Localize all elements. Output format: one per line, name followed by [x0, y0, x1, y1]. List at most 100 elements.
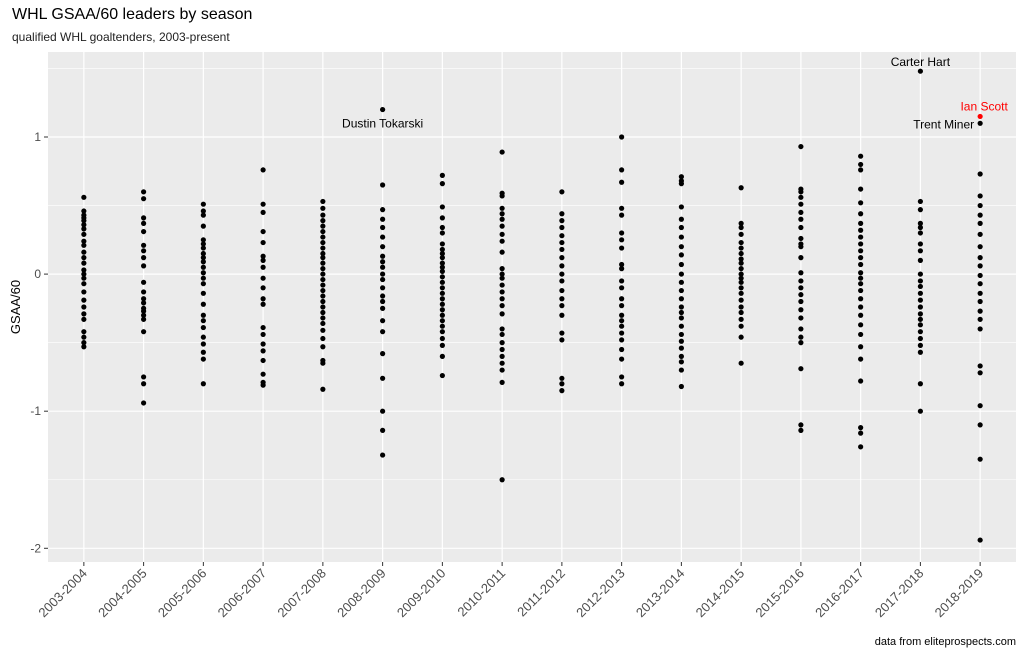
- data-point: [738, 220, 744, 226]
- data-point: [738, 271, 744, 277]
- data-point: [619, 318, 625, 324]
- data-point: [977, 272, 983, 279]
- data-point: [619, 179, 625, 185]
- data-point: [917, 278, 923, 284]
- data-point: [738, 239, 744, 246]
- data-point: [858, 344, 864, 350]
- data-points: [81, 68, 983, 543]
- data-point: [858, 255, 864, 261]
- data-point: [320, 218, 326, 224]
- data-point: [977, 363, 983, 369]
- data-point: [798, 340, 804, 346]
- y-tick-label: -1: [30, 404, 41, 418]
- data-point: [320, 327, 326, 333]
- data-point: [320, 282, 326, 288]
- data-point: [858, 248, 864, 254]
- data-point: [798, 209, 804, 216]
- data-point: [678, 353, 684, 359]
- x-tick-label: 2006-2007: [215, 566, 270, 621]
- data-point: [977, 422, 983, 428]
- data-point: [200, 212, 206, 218]
- data-point: [439, 250, 445, 257]
- data-point: [260, 371, 266, 377]
- data-point: [380, 244, 386, 250]
- data-point: [499, 311, 505, 317]
- data-point: [380, 351, 386, 357]
- data-point: [320, 309, 326, 316]
- data-point: [738, 323, 744, 329]
- data-point: [977, 298, 983, 305]
- data-point: [320, 255, 326, 261]
- data-point: [917, 322, 923, 328]
- data-point: [798, 255, 804, 261]
- data-point: [619, 312, 625, 318]
- data-point: [380, 271, 386, 277]
- data-point: [858, 220, 864, 226]
- data-point: [917, 304, 923, 310]
- data-point: [200, 237, 206, 243]
- data-point: [260, 285, 266, 291]
- data-point: [977, 316, 983, 322]
- data-point: [917, 335, 923, 342]
- data-point: [439, 290, 445, 296]
- data-point: [917, 349, 923, 355]
- x-tick-label: 2012-2013: [573, 566, 628, 621]
- data-point: [678, 367, 684, 373]
- data-point: [380, 408, 386, 414]
- data-point: [439, 268, 445, 274]
- data-point: [559, 218, 565, 224]
- x-tick-label: 2013-2014: [633, 566, 688, 621]
- data-point: [320, 304, 326, 310]
- data-point: [380, 318, 386, 324]
- data-point: [798, 315, 804, 321]
- data-point: [499, 231, 505, 237]
- data-point: [678, 244, 684, 250]
- data-point: [380, 259, 386, 265]
- data-point: [977, 212, 983, 218]
- data-point: [977, 537, 983, 543]
- data-point: [81, 304, 87, 310]
- data-point: [260, 201, 266, 207]
- data-point: [798, 307, 804, 313]
- data-point: [200, 341, 206, 347]
- data-point: [858, 312, 864, 318]
- data-point: [678, 345, 684, 351]
- data-point: [917, 220, 923, 226]
- x-axis-ticks: 2003-2004 2004-2005 2005-2006 2006-2007 2007…: [35, 562, 986, 620]
- data-point: [81, 275, 87, 281]
- data-point: [858, 161, 864, 168]
- data-point: [858, 331, 864, 338]
- data-point: [81, 297, 87, 303]
- x-tick-label: 2005-2006: [155, 566, 210, 621]
- data-point: [260, 209, 266, 216]
- data-point: [380, 106, 386, 113]
- x-tick-label: 2004-2005: [95, 566, 150, 621]
- data-point: [798, 194, 804, 200]
- data-point: [798, 189, 804, 195]
- data-point: [439, 274, 445, 280]
- data-point: [320, 360, 326, 366]
- data-point: [977, 308, 983, 314]
- data-point: [81, 260, 87, 266]
- data-point: [499, 340, 505, 346]
- data-point: [320, 260, 326, 266]
- data-point: [559, 303, 565, 309]
- data-point: [499, 289, 505, 295]
- data-point: [858, 356, 864, 362]
- data-point: [619, 346, 625, 353]
- data-point: [619, 337, 625, 343]
- data-point: [977, 255, 983, 261]
- data-point: [858, 234, 864, 240]
- y-tick-label: 1: [34, 130, 41, 144]
- data-point: [260, 357, 266, 364]
- data-point: [858, 304, 864, 310]
- data-point: [81, 344, 87, 350]
- data-point: [320, 239, 326, 246]
- data-point: [380, 293, 386, 299]
- data-point: [619, 237, 625, 243]
- data-point: [738, 309, 744, 316]
- data-point: [917, 248, 923, 254]
- data-point: [141, 316, 147, 322]
- data-point: [738, 231, 744, 237]
- data-point: [81, 231, 87, 237]
